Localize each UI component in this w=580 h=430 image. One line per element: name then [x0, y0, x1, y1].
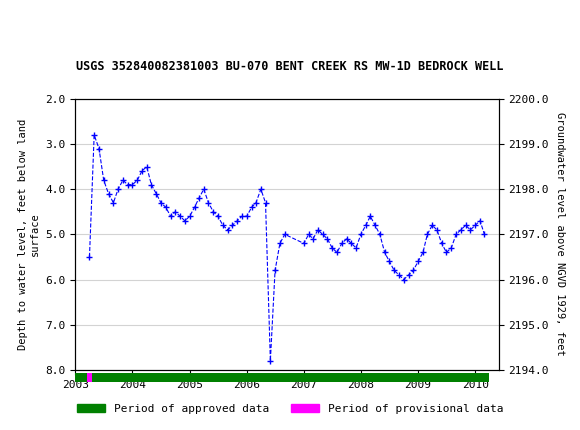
Bar — [75, 373, 490, 382]
Legend: Period of approved data, Period of provisional data: Period of approved data, Period of provi… — [72, 399, 508, 418]
Y-axis label: Groundwater level above NGVD 1929, feet: Groundwater level above NGVD 1929, feet — [554, 113, 564, 356]
Y-axis label: Depth to water level, feet below land
surface: Depth to water level, feet below land su… — [19, 119, 40, 350]
Text: USGS 352840082381003 BU-070 BENT CREEK RS MW-1D BEDROCK WELL: USGS 352840082381003 BU-070 BENT CREEK R… — [76, 60, 504, 73]
Text: ▓USGS: ▓USGS — [12, 15, 66, 36]
Bar — [87, 373, 92, 382]
